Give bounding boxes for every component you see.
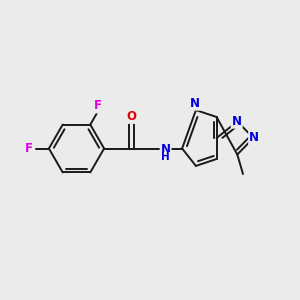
Text: N: N bbox=[190, 97, 200, 110]
Text: F: F bbox=[94, 99, 102, 112]
Text: N: N bbox=[232, 115, 242, 128]
Text: H: H bbox=[161, 152, 170, 163]
Text: O: O bbox=[126, 110, 136, 123]
Text: N: N bbox=[160, 143, 171, 156]
Text: F: F bbox=[25, 142, 33, 155]
Text: N: N bbox=[249, 131, 259, 144]
